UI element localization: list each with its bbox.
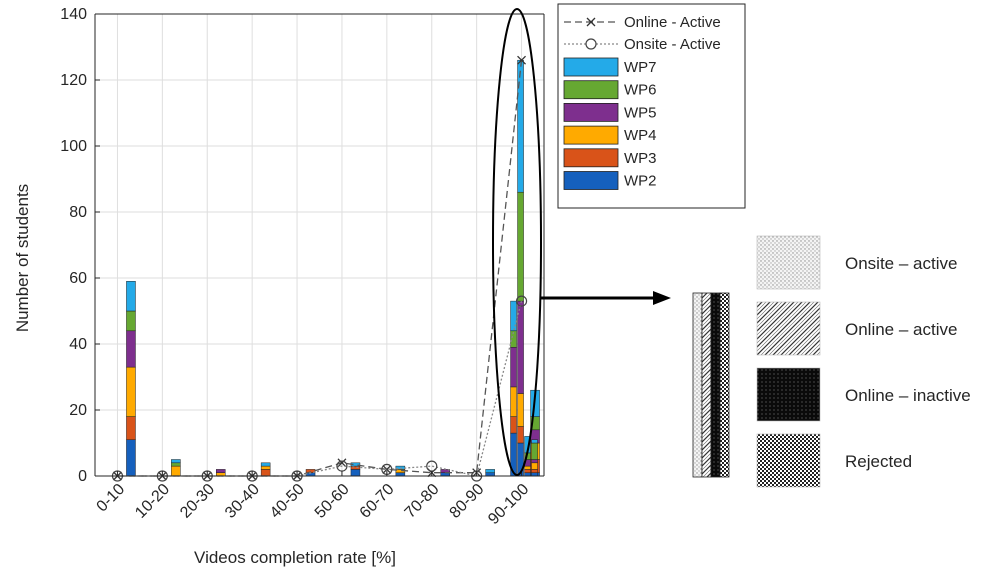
legend-label: WP3 [624, 150, 657, 167]
marker-x [337, 458, 347, 468]
legend-swatch-wp4 [563, 125, 619, 145]
key-swatch [756, 433, 821, 488]
bar-wp2 [350, 469, 361, 477]
sub-bar-wp3 [531, 469, 538, 473]
y-tick-label: 0 [78, 468, 87, 485]
sub-bar-wp5 [510, 347, 517, 388]
sub-bar-wp3 [517, 426, 524, 444]
sub-bar-wp5 [531, 459, 538, 464]
marker-circle [515, 295, 528, 307]
sub-bar-wp7 [517, 59, 524, 193]
sub-bar-wp6 [517, 191, 524, 302]
key-swatch [756, 367, 821, 422]
stacked-bars [126, 59, 540, 477]
bar-wp7 [485, 469, 495, 473]
bar-wp5 [216, 469, 226, 473]
pattern-key: Onsite – active Online – active Online – i… [692, 235, 971, 488]
key-swatch [756, 301, 821, 356]
bar-wp5 [126, 330, 136, 368]
callout-arrow-head [653, 291, 671, 305]
grid-lines [95, 13, 544, 477]
x-tick-label: 80-90 [447, 481, 488, 522]
side-bar-segment [692, 292, 703, 478]
legend-label: WP2 [624, 173, 657, 190]
bar-wp3 [260, 469, 271, 477]
sub-bar-wp7 [510, 300, 517, 332]
bar-wp3 [350, 465, 361, 470]
marker-x [517, 55, 527, 65]
plot-area [95, 14, 544, 476]
key-label: Rejected [845, 452, 912, 471]
x-tick-label: 40-50 [267, 481, 308, 522]
sub-bar-wp3 [524, 469, 531, 473]
legend-label: Onsite - Active [624, 36, 721, 53]
bar-wp7 [126, 281, 136, 312]
legend-marker-circle [585, 38, 597, 50]
side-bar-segment [719, 292, 730, 478]
y-tick-label: 120 [60, 72, 87, 89]
bar-wp4 [126, 366, 136, 417]
legend-swatch-wp7 [563, 57, 619, 77]
x-tick-label: 50-60 [312, 481, 353, 522]
sub-bar-wp4 [517, 393, 524, 427]
sub-bar-wp4 [524, 465, 531, 470]
key-label: Online – active [845, 320, 957, 339]
bar-wp6 [171, 462, 181, 467]
bar-wp6 [126, 310, 136, 332]
y-tick-label: 140 [60, 6, 87, 23]
highlight-ellipse [492, 8, 542, 476]
key-swatch [756, 235, 821, 290]
y-axis-label: Number of students [13, 184, 32, 332]
bar-wp7 [171, 459, 181, 464]
x-tick-label: 10-20 [132, 481, 173, 522]
bar-wp2 [126, 439, 136, 477]
legend-label: WP5 [624, 104, 657, 121]
x-tick-label: 60-70 [357, 481, 398, 522]
legend-swatch-wp2 [563, 171, 619, 190]
y-tick-label: 20 [69, 402, 87, 419]
legend-label: WP7 [624, 59, 657, 76]
y-tick-label: 40 [69, 336, 87, 353]
sub-bar-wp4 [510, 386, 517, 417]
side-bar-segment [701, 292, 712, 478]
y-tick-label: 60 [69, 270, 87, 287]
x-tick-label: 20-30 [177, 481, 218, 522]
legend-swatch-wp5 [563, 103, 619, 122]
legend-label: WP6 [624, 82, 657, 99]
sub-bar-wp3 [510, 416, 517, 434]
sub-bar-wp5 [517, 300, 524, 394]
sub-bar-wp4 [531, 462, 538, 470]
legend-label: Online - Active [624, 14, 721, 31]
legend-label: WP4 [624, 127, 657, 144]
x-tick-label: 70-80 [402, 481, 443, 522]
side-bar-segment [710, 292, 721, 478]
y-tick-label: 80 [69, 204, 87, 221]
x-tick-label: 30-40 [222, 481, 263, 522]
key-label: Online – inactive [845, 386, 971, 405]
legend: Online - Active Onsite - Active WP7 WP6 WP5 W… [557, 3, 746, 209]
sub-bar-wp7 [531, 439, 538, 444]
bar-wp4 [260, 465, 271, 470]
x-tick-label: 0-10 [94, 481, 129, 516]
sub-bar-wp6 [531, 442, 538, 460]
legend-marker-x [586, 17, 596, 27]
y-tick-label: 100 [60, 138, 87, 155]
bar-wp4 [171, 465, 181, 477]
bar-wp3 [126, 416, 136, 440]
key-label: Onsite – active [845, 254, 957, 273]
legend-swatch-wp6 [563, 80, 619, 100]
bar-wp7 [260, 462, 271, 467]
legend-swatch-wp3 [563, 148, 619, 168]
marker-x [382, 464, 392, 474]
x-tick-label: 90-100 [485, 481, 532, 528]
x-axis-label: Videos completion rate [%] [194, 548, 396, 567]
